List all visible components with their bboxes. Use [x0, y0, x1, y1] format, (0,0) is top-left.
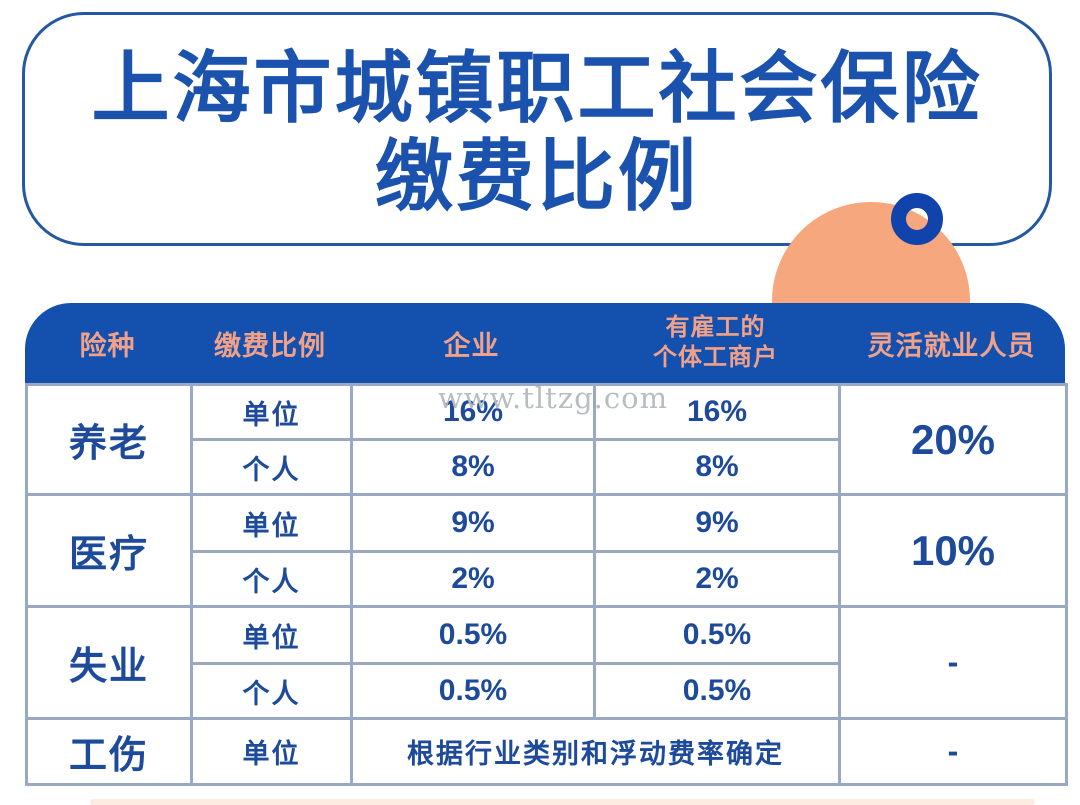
table-row: 个人 8% 8% — [27, 438, 1067, 496]
cell-unemployment-personal-enterprise-rate: 0.5% — [350, 662, 596, 720]
insurance-table: 养老 单位 16% 16% 20% 个人 8% 8% 医疗 单位 9% 9% 1… — [25, 383, 1068, 786]
cell-medical-employer-payer: 单位 — [190, 493, 353, 553]
blue-ring-icon — [891, 193, 943, 245]
table-body: 养老 单位 16% 16% 20% 个人 8% 8% 医疗 单位 9% 9% 1… — [25, 383, 1068, 786]
page-title-line2: 缴费比例 — [374, 132, 699, 220]
cell-type-pension: 养老 — [25, 383, 193, 496]
page-title-line1: 上海市城镇职工社会保险 — [91, 44, 983, 132]
bottom-edge-strip — [90, 799, 1035, 805]
table-row: 工伤 单位 根据行业类别和浮动费率确定 - — [25, 717, 1068, 786]
table-row: 医疗 单位 9% 9% 10% — [25, 493, 1068, 608]
cell-pension-personal-enterprise-rate: 8% — [350, 438, 596, 496]
header-flexible-employment: 灵活就业人员 — [838, 303, 1065, 383]
cell-type-unemployment: 失业 — [25, 605, 193, 720]
cell-pension-employer-individual-business-rate: 16% — [593, 383, 841, 441]
table-row: 个人 2% 2% — [27, 550, 1067, 608]
cell-unemployment-personal-individual-business-rate: 0.5% — [593, 662, 841, 720]
cell-medical-personal-payer: 个人 — [190, 550, 353, 608]
cell-type-work-injury: 工伤 — [25, 717, 193, 786]
cell-unemployment-employer-enterprise-rate: 0.5% — [350, 605, 596, 665]
cell-pension-personal-payer: 个人 — [190, 438, 353, 496]
cell-pension-flexible-rate: 20% — [838, 383, 1068, 496]
cell-pension-employer-payer: 单位 — [190, 383, 353, 441]
cell-pension-personal-individual-business-rate: 8% — [593, 438, 841, 496]
header-insurance-type: 险种 — [25, 303, 190, 383]
header-insurance-type-label: 险种 — [79, 330, 136, 361]
header-contribution-ratio: 缴费比例 — [190, 303, 350, 383]
header-enterprise: 企业 — [350, 303, 593, 383]
cell-medical-employer-enterprise-rate: 9% — [350, 493, 596, 553]
table-header-row: 险种 缴费比例 企业 有雇工的 个体工商户 灵活就业人员 — [25, 303, 1065, 383]
header-enterprise-label: 企业 — [443, 330, 500, 361]
cell-medical-personal-enterprise-rate: 2% — [350, 550, 596, 608]
header-individual-business-line2: 个体工商户 — [653, 344, 778, 371]
header-flexible-employment-label: 灵活就业人员 — [867, 330, 1036, 361]
cell-unemployment-employer-payer: 单位 — [190, 605, 353, 665]
header-contribution-ratio-label: 缴费比例 — [214, 330, 326, 361]
cell-type-medical: 医疗 — [25, 493, 193, 608]
table-row: 个人 0.5% 0.5% — [27, 662, 1067, 720]
header-individual-business: 有雇工的 个体工商户 — [593, 303, 838, 383]
cell-medical-employer-individual-business-rate: 9% — [593, 493, 841, 553]
cell-unemployment-flexible-rate: - — [838, 605, 1068, 720]
cell-pension-employer-enterprise-rate: 16% — [350, 383, 596, 441]
watermark-text: www.tltzg.com — [438, 381, 669, 415]
cell-unemployment-personal-payer: 个人 — [190, 662, 353, 720]
cell-unemployment-employer-individual-business-rate: 0.5% — [593, 605, 841, 665]
cell-work-injury-rate-note: 根据行业类别和浮动费率确定 — [350, 717, 841, 786]
cell-medical-flexible-rate: 10% — [838, 493, 1068, 608]
title-box: 上海市城镇职工社会保险 缴费比例 — [22, 12, 1052, 246]
table-row: 失业 单位 0.5% 0.5% - — [25, 605, 1068, 720]
table-row: 养老 单位 16% 16% 20% — [25, 383, 1068, 496]
header-individual-business-line1: 有雇工的 — [665, 314, 766, 341]
cell-work-injury-flexible-rate: - — [838, 717, 1068, 786]
cell-work-injury-employer-payer: 单位 — [190, 717, 353, 786]
cell-medical-personal-individual-business-rate: 2% — [593, 550, 841, 608]
